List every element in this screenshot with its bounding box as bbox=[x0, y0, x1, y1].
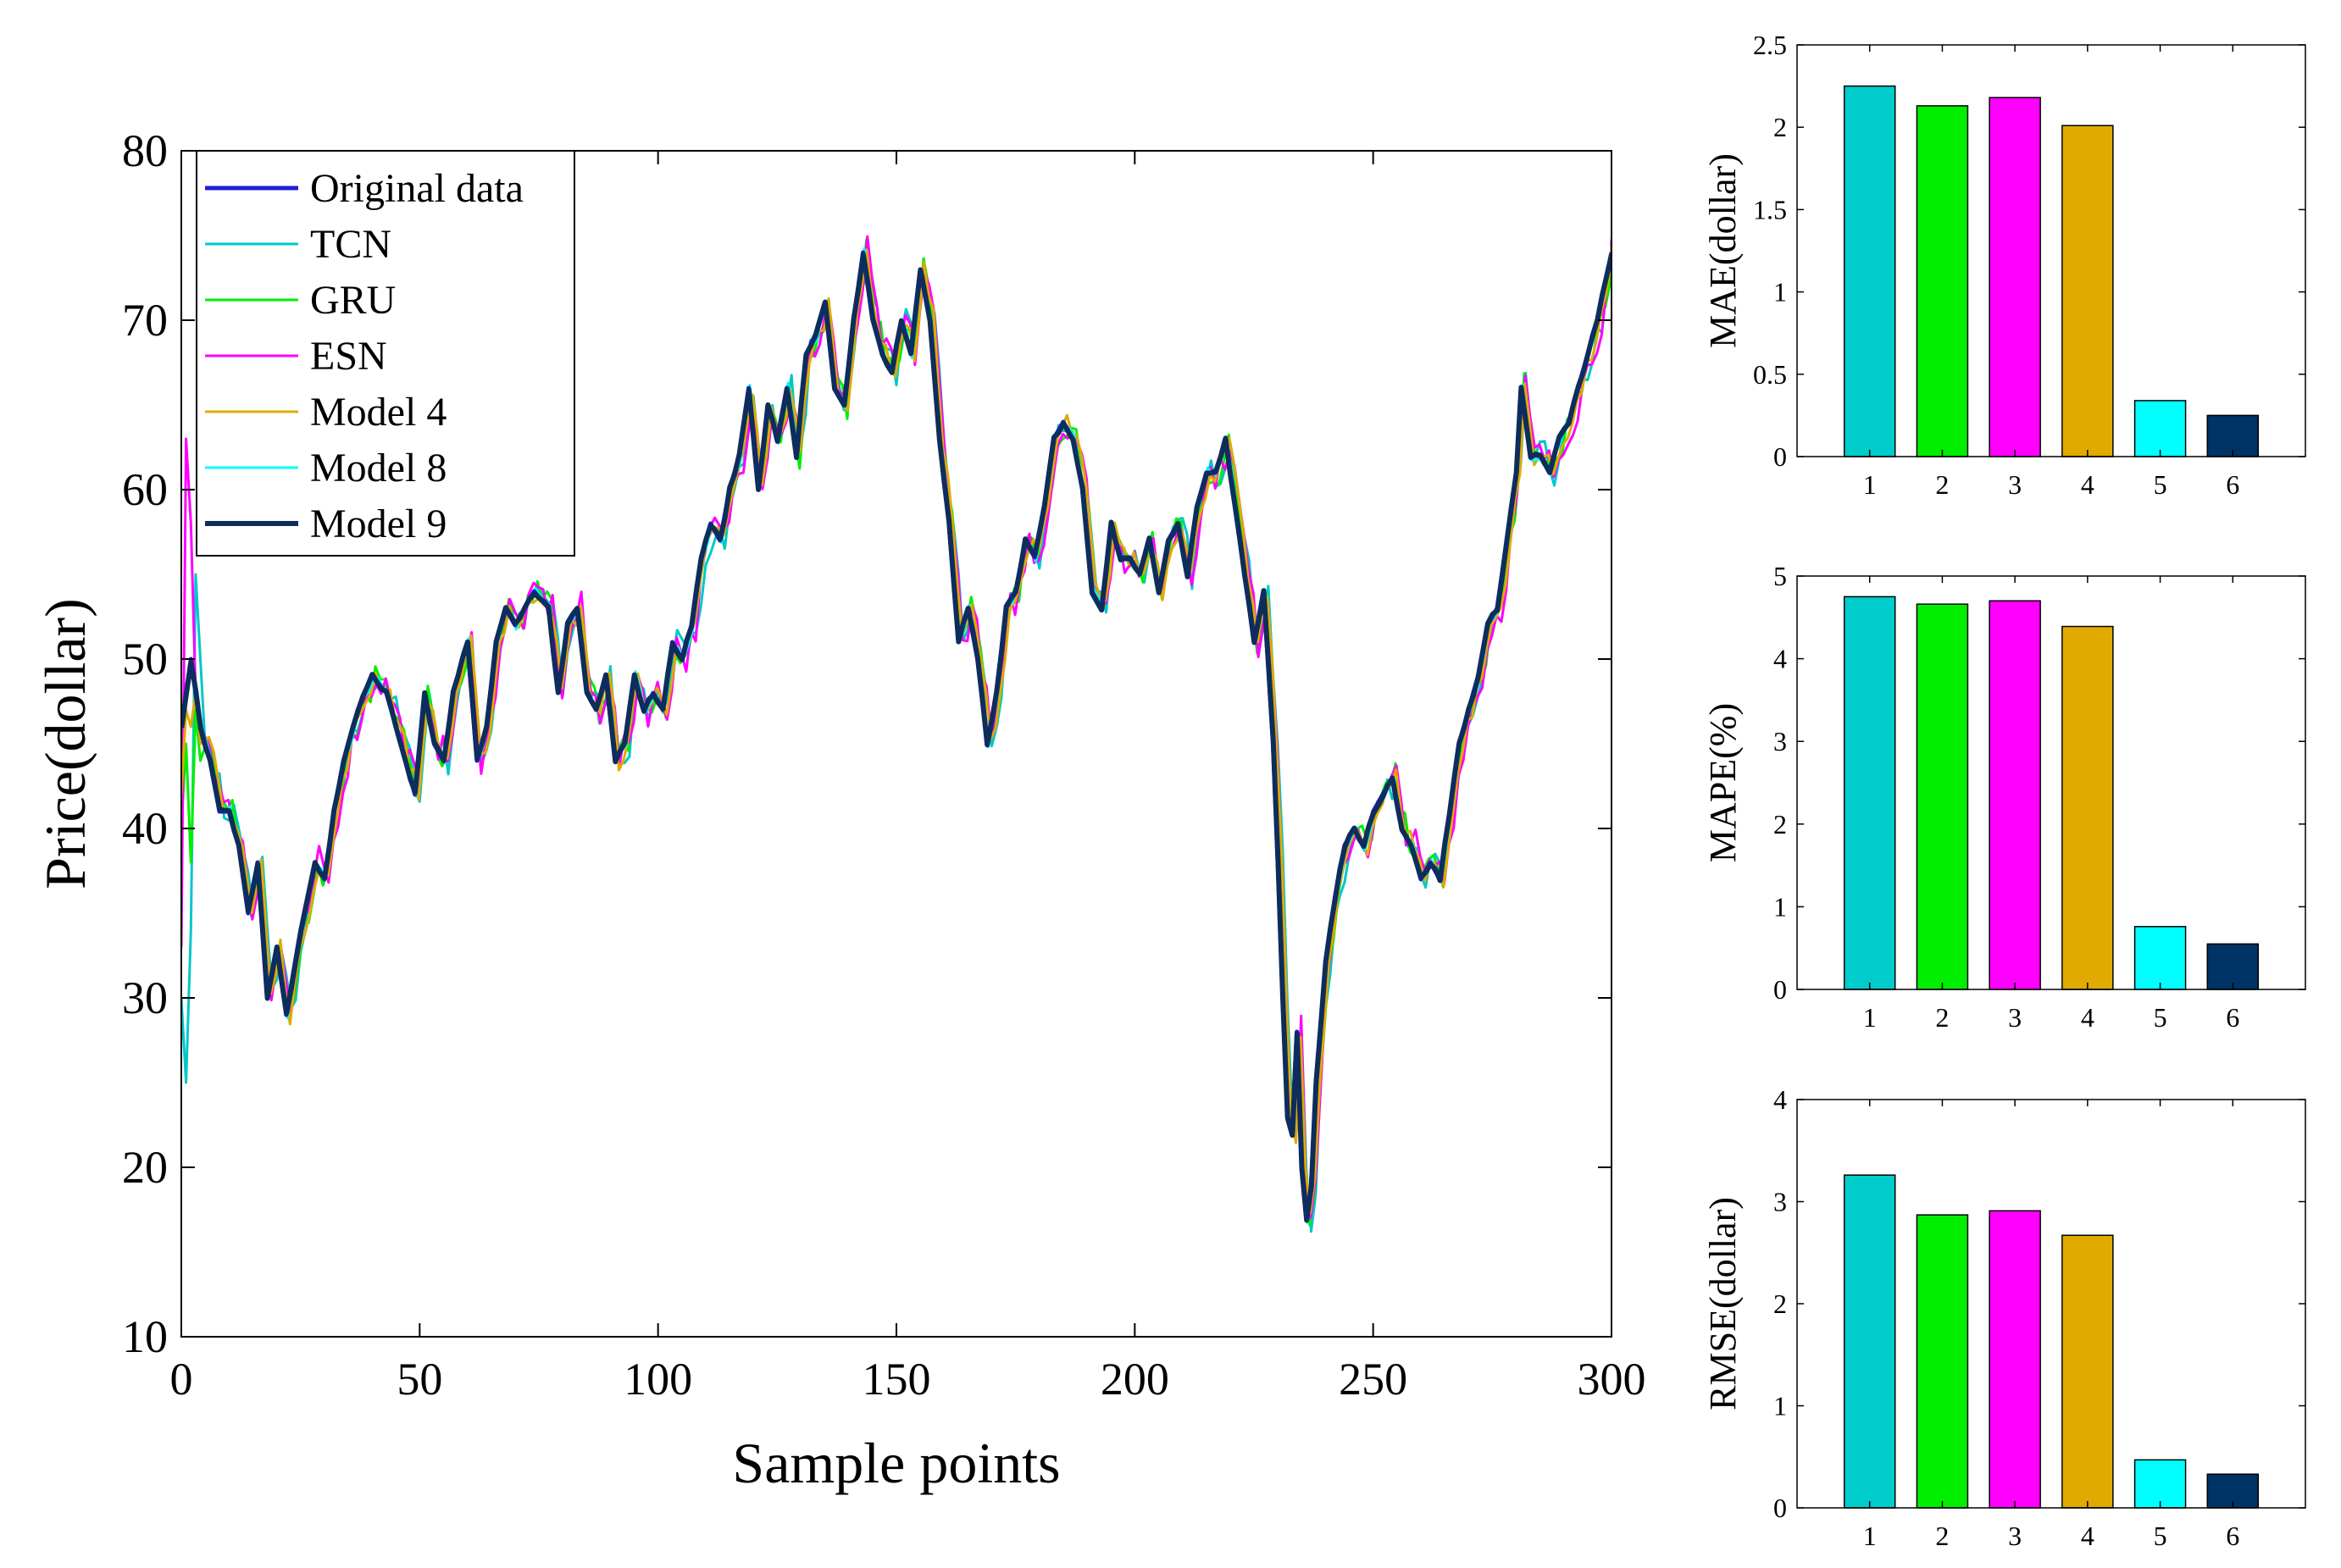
bar-y-tick-label: 0 bbox=[1773, 974, 1787, 1005]
bar-axes-box bbox=[1796, 1099, 2306, 1509]
bar-rmsedollar-2 bbox=[1916, 1214, 1969, 1509]
bar-x-tick-label: 4 bbox=[2081, 1002, 2094, 1033]
bar-y-tick-label: 1.5 bbox=[1753, 194, 1787, 224]
bar-y-tick-label: 4 bbox=[1773, 1084, 1787, 1115]
bar-rmsedollar-1 bbox=[1843, 1174, 1896, 1509]
bar-y-tick-label: 4 bbox=[1773, 644, 1787, 674]
bar-mape-4 bbox=[2061, 625, 2114, 990]
bar-y-tick-label: 1 bbox=[1773, 277, 1787, 308]
legend-entry-label: Original data bbox=[310, 166, 524, 211]
bar-y-tick-label: 3 bbox=[1773, 1187, 1787, 1217]
x-tick-label: 100 bbox=[624, 1354, 692, 1405]
bar-y-tick-label: 3 bbox=[1773, 726, 1787, 756]
bar-x-tick-label: 2 bbox=[1935, 469, 1949, 500]
y-tick-label: 30 bbox=[122, 972, 168, 1023]
bar-x-tick-label: 3 bbox=[2008, 1521, 2022, 1551]
y-axis-label: Price(dollar) bbox=[33, 598, 97, 889]
y-tick-label: 80 bbox=[122, 125, 168, 176]
bar-x-tick-label: 2 bbox=[1935, 1002, 1949, 1033]
bar-y-tick-label: 0 bbox=[1773, 1493, 1787, 1523]
x-tick-label: 250 bbox=[1339, 1354, 1407, 1405]
legend-entry-label: GRU bbox=[310, 278, 396, 323]
bar-x-tick-label: 4 bbox=[2081, 1521, 2094, 1551]
bar-rmsedollar-4 bbox=[2061, 1234, 2114, 1509]
bar-mape-6 bbox=[2206, 943, 2260, 990]
bar-y-axis-label: MAPE(%) bbox=[1702, 703, 1744, 862]
bar-x-tick-label: 1 bbox=[1863, 469, 1877, 500]
legend-entry-label: Model 9 bbox=[310, 501, 447, 546]
series-lines-group bbox=[181, 235, 1612, 1233]
bar-mape-1 bbox=[1843, 596, 1896, 990]
bar-axes-box bbox=[1796, 44, 2306, 457]
bar-y-tick-label: 1 bbox=[1773, 1391, 1787, 1421]
y-tick-label: 60 bbox=[122, 464, 168, 515]
bar-y-tick-label: 0 bbox=[1773, 441, 1787, 472]
y-tick-label: 20 bbox=[122, 1142, 168, 1193]
x-tick-label: 300 bbox=[1578, 1354, 1646, 1405]
x-tick-label: 0 bbox=[170, 1354, 193, 1405]
bar-y-tick-label: 5 bbox=[1773, 561, 1787, 591]
bar-mape-3 bbox=[1989, 600, 2041, 990]
bar-y-axis-label: RMSE(dollar) bbox=[1702, 1197, 1744, 1410]
bar-mape-2 bbox=[1916, 603, 1969, 990]
y-tick-label: 40 bbox=[122, 803, 168, 854]
bar-rmsedollar-3 bbox=[1989, 1210, 2041, 1509]
legend-entry-label: ESN bbox=[310, 334, 387, 379]
bar-maedollar-4 bbox=[2061, 125, 2114, 457]
x-tick-label: 200 bbox=[1101, 1354, 1169, 1405]
bar-y-tick-label: 0.5 bbox=[1753, 359, 1787, 390]
bar-maedollar-5 bbox=[2133, 400, 2187, 457]
bar-x-tick-label: 1 bbox=[1863, 1521, 1877, 1551]
legend-entry-label: Model 8 bbox=[310, 446, 447, 490]
bar-mape-5 bbox=[2133, 926, 2187, 990]
x-axis-label: Sample points bbox=[732, 1431, 1060, 1495]
bar-x-tick-label: 6 bbox=[2226, 1002, 2239, 1033]
bar-x-tick-label: 4 bbox=[2081, 469, 2094, 500]
y-tick-label: 50 bbox=[122, 634, 168, 684]
bar-x-tick-label: 3 bbox=[2008, 469, 2022, 500]
bar-y-tick-label: 2 bbox=[1773, 809, 1787, 839]
y-tick-label: 70 bbox=[122, 295, 168, 346]
bar-rmsedollar-5 bbox=[2133, 1459, 2187, 1509]
bar-x-tick-label: 6 bbox=[2226, 1521, 2239, 1551]
x-tick-label: 150 bbox=[863, 1354, 931, 1405]
x-tick-label: 50 bbox=[397, 1354, 442, 1405]
bar-maedollar-6 bbox=[2206, 414, 2260, 457]
legend-entry-label: Model 4 bbox=[310, 390, 447, 435]
bar-y-tick-label: 1 bbox=[1773, 891, 1787, 922]
bar-x-tick-label: 5 bbox=[2154, 1521, 2167, 1551]
bar-axes-box bbox=[1796, 575, 2306, 990]
bar-y-axis-label: MAE(dollar) bbox=[1702, 153, 1744, 348]
bar-x-tick-label: 6 bbox=[2226, 469, 2239, 500]
bar-maedollar-2 bbox=[1916, 105, 1969, 457]
legend-entry-label: TCN bbox=[310, 222, 391, 267]
bar-x-tick-label: 5 bbox=[2154, 469, 2167, 500]
bar-x-tick-label: 3 bbox=[2008, 1002, 2022, 1033]
bar-maedollar-1 bbox=[1843, 85, 1896, 457]
series-line-model-9 bbox=[181, 252, 1612, 1223]
bar-x-tick-label: 5 bbox=[2154, 1002, 2167, 1033]
bar-y-tick-label: 2.5 bbox=[1753, 30, 1787, 60]
series-line-model-4 bbox=[181, 245, 1612, 1215]
bar-x-tick-label: 1 bbox=[1863, 1002, 1877, 1033]
bar-x-tick-label: 2 bbox=[1935, 1521, 1949, 1551]
bar-maedollar-3 bbox=[1989, 97, 2041, 457]
bar-y-tick-label: 2 bbox=[1773, 112, 1787, 142]
legend-box bbox=[196, 150, 575, 557]
bar-y-tick-label: 2 bbox=[1773, 1288, 1787, 1319]
y-tick-label: 10 bbox=[122, 1311, 168, 1362]
